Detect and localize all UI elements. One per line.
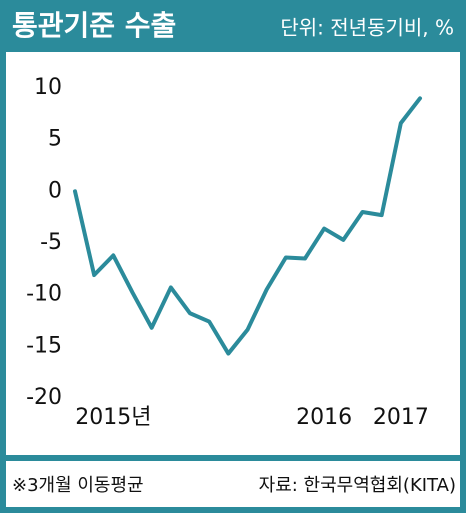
source: 자료: 한국무역협회(KITA) — [259, 475, 456, 496]
y-tick-label: 5 — [48, 127, 62, 152]
footer-background — [6, 461, 460, 507]
y-tick-label: 0 — [48, 178, 62, 203]
y-tick-label: -10 — [26, 282, 62, 307]
plot-background — [6, 52, 460, 455]
y-tick-label: -5 — [40, 230, 62, 255]
x-tick-label: 2016 — [296, 405, 352, 430]
y-tick-label: -15 — [26, 333, 62, 358]
y-tick-label: -20 — [26, 385, 62, 410]
chart-subtitle: 단위: 전년동기비, % — [280, 16, 454, 40]
footnote: ※3개월 이동평균 — [12, 475, 144, 496]
y-tick-label: 10 — [34, 75, 62, 100]
chart-title: 통관기준 수출 — [12, 9, 176, 42]
data-line — [73, 96, 422, 356]
x-tick-label: 2017 — [373, 405, 429, 430]
x-tick-label: 2015년 — [75, 405, 151, 430]
